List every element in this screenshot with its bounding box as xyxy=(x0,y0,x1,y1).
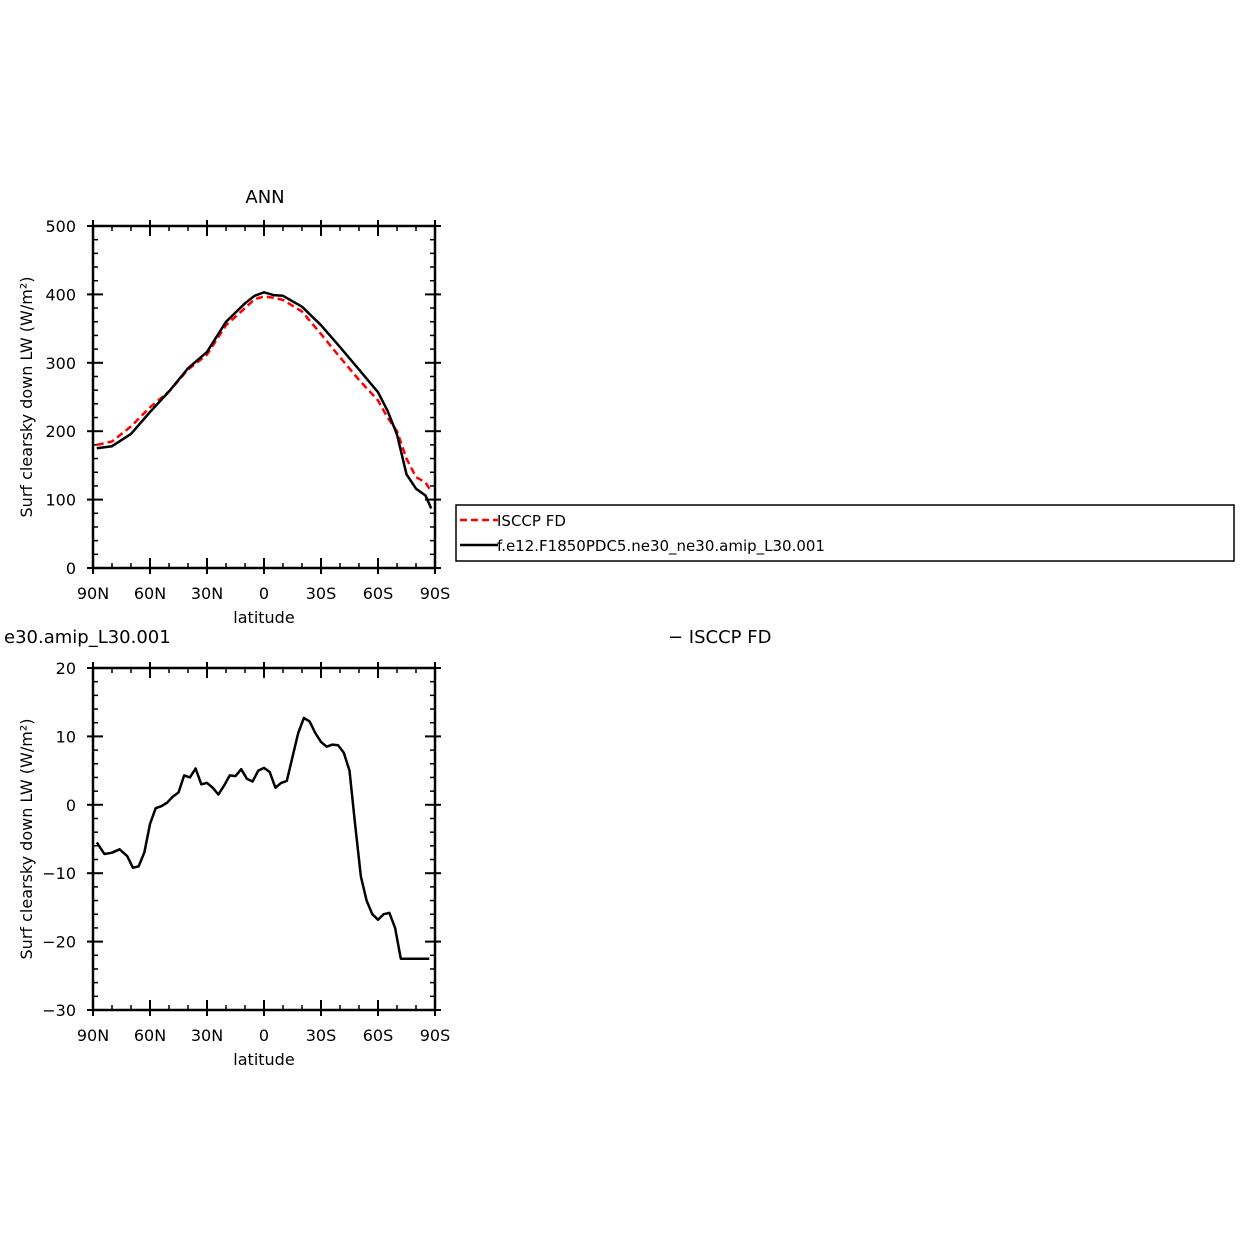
bottom-panel: e30.amip_L30.001 − ISCCP FD Surf clearsk… xyxy=(4,627,771,1069)
y-tick-label: 400 xyxy=(45,285,76,304)
legend: ISCCP FD f.e12.F1850PDC5.ne30_ne30.amip_… xyxy=(455,504,1235,562)
x-tick-label: 0 xyxy=(259,1026,269,1045)
y-tick-label: −30 xyxy=(42,1001,76,1020)
bottom-chart-title-right: − ISCCP FD xyxy=(668,627,771,648)
series-line-1 xyxy=(96,291,433,510)
x-tick-label: 30S xyxy=(306,1026,337,1045)
y-tick-label: 100 xyxy=(45,491,76,510)
series-line-0 xyxy=(96,295,433,493)
x-tick-label: 90S xyxy=(420,584,451,603)
bottom-plot-frame xyxy=(91,666,437,1012)
top-series-lines xyxy=(96,291,433,510)
top-y-axis-label: Surf clearsky down LW (W/m²) xyxy=(17,277,36,518)
y-tick-label: 10 xyxy=(56,727,76,746)
legend-box xyxy=(455,504,1235,562)
x-tick-label: 60N xyxy=(134,584,166,603)
legend-label-obs: ISCCP FD xyxy=(497,512,566,530)
bottom-tick-labels: 90N 60N 30N 0 30S 60S 90S −30 −20 −10 0 10 20 xyxy=(42,659,450,1045)
bottom-x-axis-label: latitude xyxy=(233,1050,294,1069)
y-tick-label: 0 xyxy=(66,796,76,815)
x-tick-label: 60S xyxy=(363,584,394,603)
x-tick-label: 90N xyxy=(77,584,109,603)
y-tick-label: −20 xyxy=(42,933,76,952)
top-plot-frame xyxy=(91,224,437,570)
y-tick-label: 20 xyxy=(56,659,76,678)
top-axis-ticks xyxy=(87,220,441,574)
x-tick-label: 90S xyxy=(420,1026,451,1045)
y-tick-label: 200 xyxy=(45,422,76,441)
x-tick-label: 60N xyxy=(134,1026,166,1045)
y-tick-label: −10 xyxy=(42,864,76,883)
x-tick-label: 30S xyxy=(306,584,337,603)
bottom-axis-ticks xyxy=(87,662,441,1016)
x-tick-label: 60S xyxy=(363,1026,394,1045)
legend-label-model: f.e12.F1850PDC5.ne30_ne30.amip_L30.001 xyxy=(497,537,825,556)
x-tick-label: 30N xyxy=(191,1026,223,1045)
bottom-chart-title-left: e30.amip_L30.001 xyxy=(4,627,171,648)
top-x-axis-label: latitude xyxy=(233,608,294,627)
top-tick-labels: 90N 60N 30N 0 30S 60S 90S 0 100 200 300 400 500 xyxy=(45,217,450,603)
x-tick-label: 90N xyxy=(77,1026,109,1045)
bottom-series-lines xyxy=(95,716,430,960)
bottom-y-axis-label: Surf clearsky down LW (W/m²) xyxy=(17,719,36,960)
top-chart-title: ANN xyxy=(245,187,284,208)
series-line-0 xyxy=(95,716,430,960)
y-tick-label: 300 xyxy=(45,354,76,373)
top-panel: ANN Surf clearsky down LW (W/m²) latitud… xyxy=(17,187,450,627)
y-tick-label: 0 xyxy=(66,559,76,578)
x-tick-label: 30N xyxy=(191,584,223,603)
y-tick-label: 500 xyxy=(45,217,76,236)
x-tick-label: 0 xyxy=(259,584,269,603)
